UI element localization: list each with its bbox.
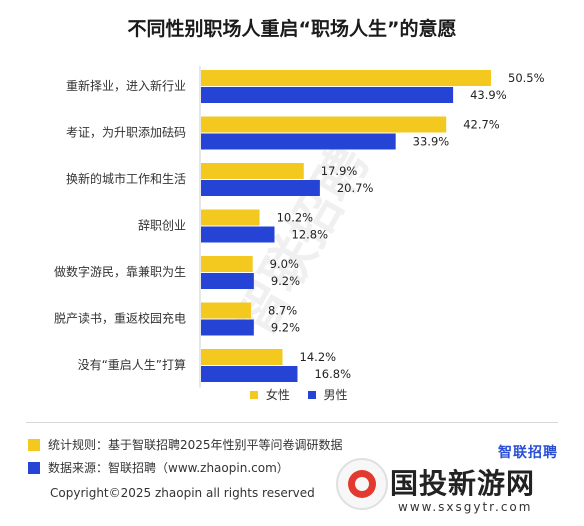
chart-title: 不同性别职场人重启“职场人生”的意愿 xyxy=(127,18,457,40)
data-label-male: 20.7% xyxy=(337,181,374,195)
data-label-male: 33.9% xyxy=(413,135,450,149)
data-label-female: 14.2% xyxy=(300,350,337,364)
note-square-icon xyxy=(28,439,40,451)
site-watermark-name: 国投新游网 xyxy=(390,467,536,500)
copyright: Copyright©2025 zhaopin all rights reserv… xyxy=(50,486,315,500)
bar-female xyxy=(201,256,253,272)
source-square-icon xyxy=(28,462,40,474)
category-label: 没有“重启人生”打算 xyxy=(78,357,186,372)
data-label-male: 12.8% xyxy=(292,228,329,242)
bar-female xyxy=(201,70,491,86)
category-label: 换新的城市工作和生活 xyxy=(66,171,186,186)
category-label: 重新择业，进入新行业 xyxy=(66,78,186,93)
note-text: 统计规则：基于智联招聘2025年性别平等问卷调研数据 xyxy=(48,438,343,452)
legend-swatch-male xyxy=(307,390,316,399)
bar-male xyxy=(201,366,298,382)
bar-female xyxy=(201,349,283,365)
bar-male xyxy=(201,133,396,150)
legend: 女性 男性 xyxy=(250,386,362,403)
category-label: 辞职创业 xyxy=(138,218,186,233)
bar-female xyxy=(201,302,251,319)
legend-item-male: 男性 xyxy=(307,386,348,403)
bar-male xyxy=(201,226,275,243)
bar-female xyxy=(201,163,304,179)
legend-swatch-female xyxy=(250,390,258,399)
footer: 统计规则：基于智联招聘2025年性别平等问卷调研数据 数据来源：智联招聘（www… xyxy=(0,422,584,526)
site-logo-icon xyxy=(336,458,388,510)
data-label-male: 16.8% xyxy=(314,367,351,381)
site-watermark-url: www.sxsgytr.com xyxy=(398,500,533,514)
data-label-male: 43.9% xyxy=(470,88,507,102)
footer-divider xyxy=(26,422,558,423)
legend-label-female: 女性 xyxy=(265,388,290,402)
bar-female xyxy=(201,116,447,133)
data-label-female: 42.7% xyxy=(463,118,500,132)
legend-label-male: 男性 xyxy=(323,388,348,402)
bar-male xyxy=(201,273,254,289)
data-label-female: 8.7% xyxy=(268,304,297,318)
source-row: 数据来源：智联招聘（www.zhaopin.com） xyxy=(28,459,289,476)
category-label: 考证，为升职添加砝码 xyxy=(66,125,186,140)
data-label-male: 9.2% xyxy=(271,274,300,288)
category-label: 做数字游民，靠兼职为生 xyxy=(54,264,186,279)
category-label: 脱产读书，重返校园充电 xyxy=(54,311,186,326)
bar-male xyxy=(201,319,254,336)
note-row: 统计规则：基于智联招聘2025年性别平等问卷调研数据 xyxy=(28,436,343,453)
legend-item-female: 女性 xyxy=(250,386,290,403)
bar-male xyxy=(201,180,320,196)
data-label-female: 9.0% xyxy=(270,257,299,271)
brand-logo: 智联招聘 xyxy=(498,445,558,461)
data-label-female: 10.2% xyxy=(277,211,314,225)
data-label-female: 50.5% xyxy=(508,71,545,85)
data-label-male: 9.2% xyxy=(271,321,300,335)
data-label-female: 17.9% xyxy=(321,164,358,178)
bar-male xyxy=(201,87,454,103)
bar-chart: 智联招聘重新择业，进入新行业50.5%43.9%考证，为升职添加砝码42.7%3… xyxy=(54,66,545,388)
source-text: 数据来源：智联招聘（www.zhaopin.com） xyxy=(48,461,289,475)
bar-female xyxy=(201,209,260,226)
